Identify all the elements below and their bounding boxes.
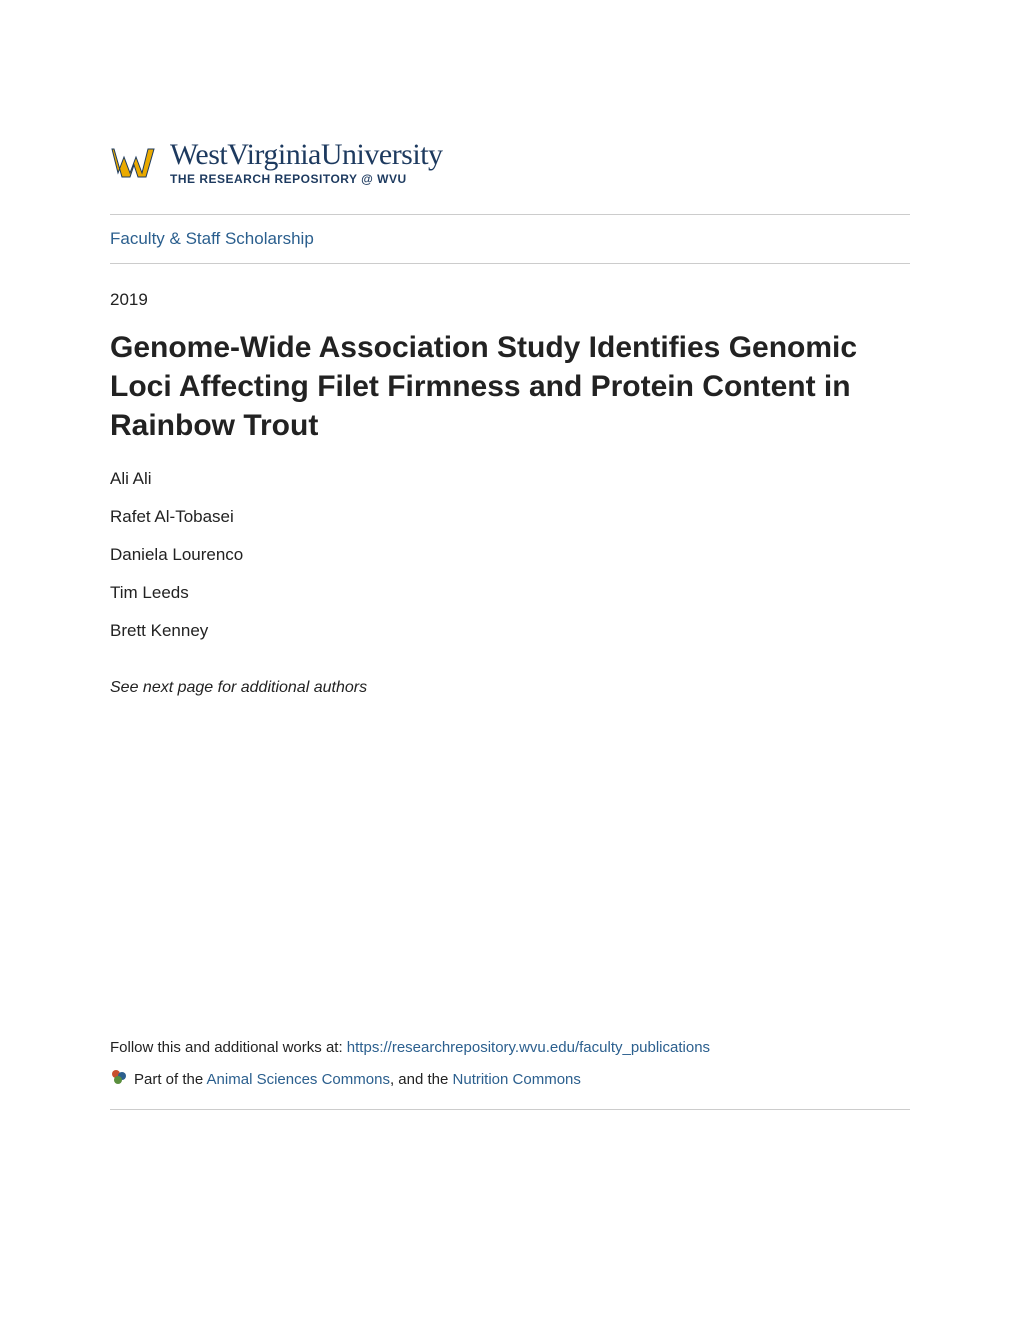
wv-logo-icon bbox=[110, 141, 158, 186]
partof-line: Part of the Animal Sciences Commons, and… bbox=[110, 1068, 910, 1090]
divider-breadcrumb bbox=[110, 263, 910, 264]
publication-year: 2019 bbox=[110, 290, 910, 310]
page-container: WestVirginiaUniversity THE RESEARCH REPO… bbox=[0, 0, 1020, 757]
author-0: Ali Ali bbox=[110, 469, 910, 489]
follow-text: Follow this and additional works at: bbox=[110, 1039, 347, 1056]
logo-text-2: University bbox=[321, 138, 443, 171]
partof-prefix: Part of the bbox=[134, 1071, 207, 1088]
author-2: Daniela Lourenco bbox=[110, 545, 910, 565]
commons-link-1[interactable]: Animal Sciences Commons bbox=[207, 1071, 390, 1088]
network-icon bbox=[110, 1068, 128, 1090]
logo-section: WestVirginiaUniversity THE RESEARCH REPO… bbox=[110, 140, 910, 186]
divider-bottom bbox=[110, 1109, 910, 1110]
breadcrumb-link[interactable]: Faculty & Staff Scholarship bbox=[110, 215, 910, 263]
follow-line: Follow this and additional works at: htt… bbox=[110, 1039, 910, 1056]
paper-title: Genome-Wide Association Study Identifies… bbox=[110, 328, 910, 445]
partof-mid: , and the bbox=[390, 1071, 453, 1088]
footer-section: Follow this and additional works at: htt… bbox=[110, 1039, 910, 1090]
repository-url-link[interactable]: https://researchrepository.wvu.edu/facul… bbox=[347, 1039, 710, 1056]
see-more-authors: See next page for additional authors bbox=[110, 679, 910, 697]
author-1: Rafet Al-Tobasei bbox=[110, 507, 910, 527]
logo-text-1: WestVirginia bbox=[170, 138, 321, 171]
logo-text: WestVirginiaUniversity THE RESEARCH REPO… bbox=[170, 140, 443, 186]
logo-university-name: WestVirginiaUniversity bbox=[170, 140, 443, 170]
commons-link-2[interactable]: Nutrition Commons bbox=[453, 1071, 581, 1088]
logo-repository-name: THE RESEARCH REPOSITORY @ WVU bbox=[170, 172, 443, 186]
author-4: Brett Kenney bbox=[110, 621, 910, 641]
author-3: Tim Leeds bbox=[110, 583, 910, 603]
